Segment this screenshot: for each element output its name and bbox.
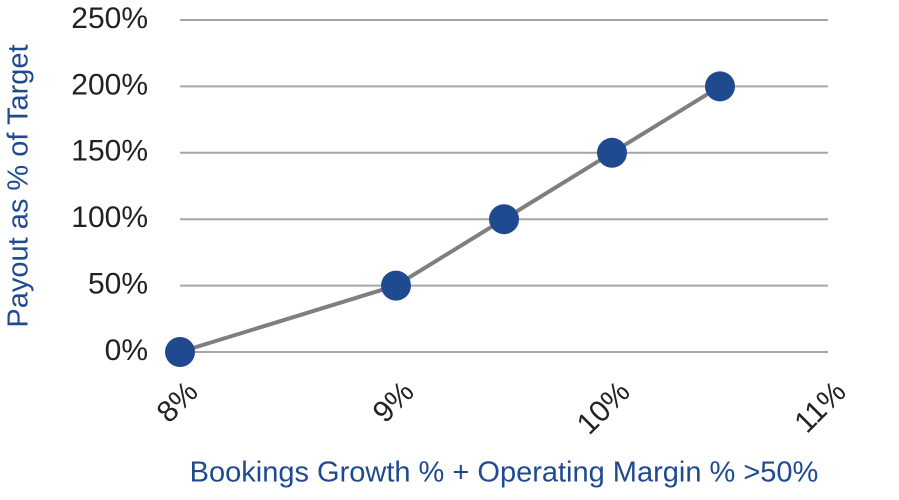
marker — [381, 270, 411, 301]
y-axis-title: Payout as % of Target — [3, 44, 35, 327]
y-tick-label: 200% — [71, 68, 148, 101]
marker — [705, 71, 735, 102]
x-tick-label: 9% — [367, 375, 421, 429]
x-axis-title: Bookings Growth % + Operating Margin % >… — [190, 457, 819, 489]
y-tick-label: 0% — [105, 334, 148, 367]
y-tick-label: 250% — [71, 2, 148, 35]
x-tick-label: 8% — [151, 375, 205, 429]
x-tick-label: 11% — [788, 375, 852, 439]
y-tick-label: 150% — [71, 135, 148, 168]
x-tick-label: 10% — [571, 375, 637, 441]
marker — [165, 337, 195, 367]
marker — [597, 137, 627, 168]
y-tick-label: 100% — [71, 201, 148, 234]
marker — [489, 204, 519, 235]
y-tick-label: 50% — [88, 268, 148, 301]
